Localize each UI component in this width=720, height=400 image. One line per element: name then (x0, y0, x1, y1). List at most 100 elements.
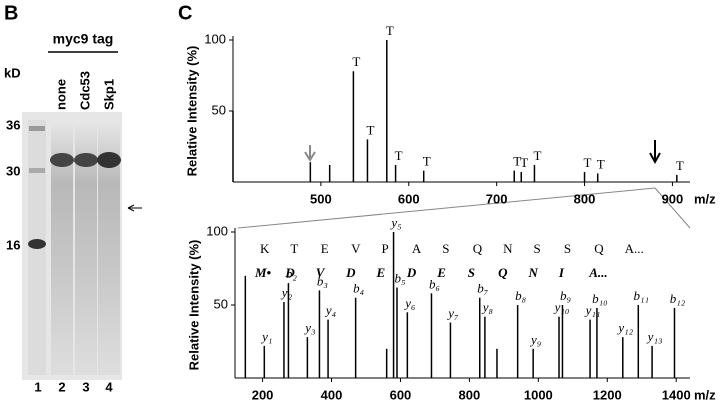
sequence-residue: I (558, 265, 565, 280)
peak-label: T (597, 156, 605, 171)
x-tick-label: 800 (574, 191, 596, 206)
sequence-residue: S (564, 241, 571, 256)
sequence-residue: A... (625, 241, 644, 256)
x-tick-label: 600 (398, 191, 420, 206)
sequence-residue: K (260, 241, 270, 256)
y-tick-label: 50 (214, 296, 228, 311)
zoom-line (237, 187, 656, 229)
marker-band (28, 239, 46, 249)
peak-label: y₂ (280, 285, 293, 300)
peak-label: T (366, 122, 374, 137)
sequence-residue: D (345, 265, 356, 280)
peak-label: T (352, 54, 360, 69)
gel-lane (75, 120, 97, 375)
lane-number: 4 (105, 379, 113, 394)
marker-label: 16 (6, 237, 20, 252)
x-axis-label: m/z (694, 387, 716, 400)
peak-label: y₁ (260, 329, 272, 344)
sequence-residue: S (468, 265, 475, 280)
peak-label: b₁₁ (634, 288, 650, 303)
peak-label: b₅ (394, 270, 405, 285)
sequence-residue: P (382, 241, 389, 256)
arrow (127, 204, 142, 212)
peak-label: T (533, 148, 541, 163)
peak-label: y₃ (303, 320, 315, 335)
sequence-residue: M• (254, 265, 272, 280)
peak-label: y₉ (529, 332, 541, 347)
x-tick-label: 500 (310, 191, 332, 206)
band (74, 153, 98, 167)
sequence-residue: A... (588, 265, 607, 280)
lane-label: none (53, 79, 68, 110)
peak-label: y₇ (446, 306, 459, 321)
peak-label: T (395, 148, 403, 163)
sequence-residue: N (527, 265, 538, 280)
x-tick-label: 200 (252, 387, 274, 400)
band (97, 152, 121, 168)
x-tick-label: 1400 (662, 387, 691, 400)
sequence-residue: S (442, 241, 449, 256)
peak-label: b₉ (560, 288, 571, 303)
lane-number: 1 (34, 379, 41, 394)
y-tick-label: 100 (204, 31, 226, 46)
sequence-residue: D (406, 265, 417, 280)
lane-label: Cdc53 (77, 71, 92, 110)
panel-label: C (178, 2, 192, 24)
panel-label: B (4, 2, 18, 24)
zoom-line (654, 187, 691, 229)
band (50, 153, 74, 167)
gel-lane (98, 120, 120, 375)
peak-label: y₄ (324, 303, 337, 318)
peak-label: b₂ (286, 266, 298, 281)
peak-label: y₆ (403, 295, 415, 310)
x-tick-label: 1200 (593, 387, 622, 400)
sequence-residue: N (503, 241, 513, 256)
peak-label: y₅ (389, 215, 401, 230)
sequence-residue: Q (594, 241, 604, 256)
sequence-residue: Q (498, 265, 508, 280)
peak-label: b₃ (317, 273, 328, 288)
sequence-residue: V (316, 265, 326, 280)
peak-label: y₁₃ (646, 329, 663, 344)
lane-label: Skp1 (101, 79, 116, 110)
sequence-residue: E (376, 265, 386, 280)
x-tick-label: 400 (321, 387, 343, 400)
peak-label: y₁₀ (553, 300, 570, 315)
y-tick-label: 100 (206, 223, 228, 238)
sequence-residue: T (290, 241, 298, 256)
peak-label: b₆ (429, 276, 440, 291)
lane-number: 3 (82, 379, 89, 394)
x-axis-label: m/z (694, 191, 716, 206)
y-axis-label: Relative Intensity (%) (184, 46, 199, 177)
marker-band (29, 126, 45, 131)
peak-label: T (520, 155, 528, 170)
peak-label: y₈ (481, 300, 494, 315)
x-tick-label: 800 (459, 387, 481, 400)
peak-label: b₁₂ (670, 291, 686, 306)
x-tick-label: 900 (662, 191, 684, 206)
open-arrow (304, 145, 316, 162)
peak-label: b₁₀ (592, 291, 608, 306)
peak-label: T (513, 154, 521, 169)
sequence-residue: E (436, 265, 446, 280)
x-tick-label: 600 (390, 387, 412, 400)
peak-label: T (676, 158, 684, 173)
sequence-residue: E (321, 241, 329, 256)
y-tick-label: 50 (212, 102, 226, 117)
peak-label: T (584, 155, 592, 170)
group-label: myc9 tag (53, 31, 114, 47)
sequence-residue: Q (473, 241, 483, 256)
peak-label: b₈ (515, 288, 527, 303)
y-axis-label: Relative Intensity (%) (186, 240, 201, 371)
sequence-residue: A (412, 241, 422, 256)
marker-label: 30 (6, 163, 20, 178)
marker-label: 36 (6, 117, 20, 132)
peak-label: y₁₂ (616, 320, 633, 335)
sequence-residue: V (351, 241, 361, 256)
sequence-residue: S (533, 241, 540, 256)
marker-band (29, 168, 45, 173)
sequence-residue: D (284, 265, 295, 280)
peak-label: b₇ (477, 281, 489, 296)
